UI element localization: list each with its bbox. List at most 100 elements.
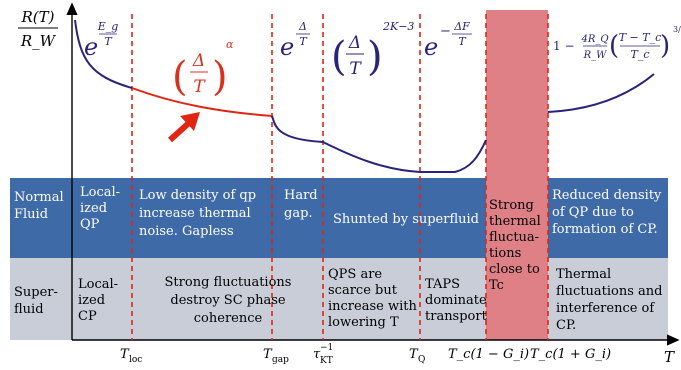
cell-line: formation of CP. [552, 222, 658, 237]
cell-line: ized [80, 201, 107, 216]
f6-exp: 3/2 [673, 25, 681, 34]
formula-localized-exp: e E_g T [84, 20, 118, 61]
f6-frac-den: T_c [631, 48, 650, 61]
cell-line: Strong fluctuations [165, 275, 292, 290]
f2-exp: α [226, 38, 234, 51]
x-axis-label: T [664, 348, 675, 366]
cell-line: CP [78, 309, 97, 324]
cell-line: Super- [14, 285, 58, 300]
f6-coef-num: 4R_Q [580, 34, 608, 45]
regime-separators [131, 14, 549, 340]
cell-line: of QP due to [552, 205, 634, 220]
superfluid-label: Super-fluid [14, 285, 58, 317]
y-axis-denominator: R_W [20, 32, 57, 50]
formula-taps-exp: e − ΔF T [424, 20, 472, 61]
f5-base: e [424, 33, 438, 61]
svg-text:T: T [409, 347, 419, 362]
f1-exp-num: E_g [97, 20, 119, 33]
f5-exp-prefix: − [440, 24, 451, 39]
formula-gap-exp: e Δ T [280, 20, 310, 61]
cell-line: TAPS [425, 277, 460, 292]
x-tick-labels: T loc T gap τ −1 KT T Q T_c(1 − G_i) T_c… [120, 343, 611, 366]
f4-rparen: ) [367, 34, 383, 80]
cell-line: increase thermal [139, 206, 251, 221]
cell-line: tions [489, 246, 521, 261]
cell-line: fluctua- [489, 230, 539, 245]
cell-line: Tc [489, 278, 504, 293]
cell-line: Thermal [556, 267, 611, 282]
tick-t-q: T Q [409, 347, 425, 365]
f6-rparen: ) [660, 31, 670, 61]
normal-cell-hard-gap: Hard gap. [284, 188, 318, 221]
resistance-curve-localized [74, 19, 133, 89]
cell-line: transport [425, 309, 488, 324]
super-cell-thermal: Thermal fluctuations and interference of CP… [556, 267, 663, 333]
f2-num: Δ [192, 51, 205, 71]
svg-text:Q: Q [418, 355, 425, 365]
f2-den: T [193, 77, 206, 97]
svg-text:T: T [120, 347, 130, 362]
y-axis-numerator: R(T) [20, 8, 54, 26]
resistance-curve-gapped [271, 115, 487, 173]
cell-line: thermal [489, 214, 541, 229]
cell-line: Shunted by superfluid [333, 212, 479, 227]
superfluid-band [10, 258, 668, 340]
normal-fluid-band [10, 178, 668, 258]
normal-cell-reduced-density: Reduced density of QP due to formation of … [552, 188, 662, 237]
cell-line: Local- [80, 185, 120, 200]
cell-line: scarce but [328, 283, 398, 298]
tick-t-loc: T loc [120, 347, 142, 365]
resistance-curve-normal [547, 73, 655, 113]
f4-lparen: ( [331, 34, 347, 80]
f6-lparen: ( [609, 31, 619, 61]
cell-line: fluid [14, 302, 44, 317]
critical-fluctuation-zone [486, 10, 548, 340]
cell-line: increase with [328, 299, 417, 314]
cell-line: coherence [194, 311, 263, 326]
cell-line: Normal [14, 190, 64, 205]
svg-text:KT: KT [320, 356, 333, 366]
f5-exp-den: T [458, 35, 467, 48]
tick-tc-minus: T_c(1 − G_i) [448, 347, 529, 362]
f6-coef-den: R_W [583, 50, 608, 61]
cell-line: CP. [556, 318, 576, 333]
svg-text:−1: −1 [320, 343, 333, 353]
f5-exp-num: ΔF [453, 20, 470, 33]
cell-line: lowering T [328, 315, 399, 330]
cell-line: Local- [78, 277, 118, 292]
f6-prefix: 1 − [553, 39, 575, 53]
cell-line: QPS are [328, 267, 382, 282]
normal-cell-low-density: Low density of qp increase thermal noise. … [139, 188, 256, 239]
f6-frac-num: T − T_c [619, 31, 662, 44]
f2-rparen: ) [212, 54, 228, 100]
cell-line: gap. [284, 206, 313, 221]
red-arrow-icon [167, 112, 200, 143]
cell-line: ized [78, 293, 105, 308]
cell-line: QP [80, 217, 100, 232]
tick-t-kt: τ −1 KT [313, 343, 333, 366]
svg-text:loc: loc [129, 355, 142, 365]
cell-line: Fluid [14, 207, 48, 222]
tick-t-gap: T gap [263, 347, 289, 365]
svg-text:T: T [263, 347, 273, 362]
cell-line: Strong [489, 198, 534, 213]
cell-line: Reduced density [552, 188, 662, 203]
f1-exp-den: T [104, 35, 113, 48]
f4-den: T [349, 59, 362, 79]
f1-base: e [84, 33, 98, 61]
cell-line: Low density of qp [139, 188, 256, 203]
cell-line: destroy SC phase [170, 293, 286, 308]
f3-exp-den: T [299, 35, 308, 48]
resistance-curve-alpha-segment [131, 87, 273, 117]
cell-line: fluctuations and [556, 284, 663, 299]
formula-al-correction: 1 − 4R_Q R_W ( T − T_c T_c ) 3/2 [553, 25, 681, 61]
svg-text:τ: τ [313, 347, 321, 362]
formula-kt-power: ( Δ T ) 2K−3 [331, 20, 414, 80]
cell-line: noise. Gapless [139, 224, 234, 239]
